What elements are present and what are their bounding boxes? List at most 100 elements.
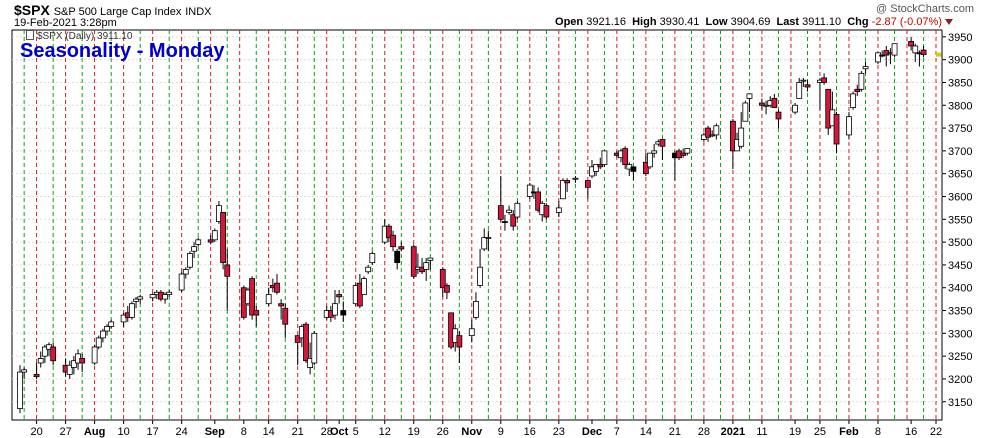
candle-body (195, 239, 202, 245)
x-tick-label: 14 (263, 426, 275, 438)
candle-body (253, 310, 260, 316)
x-tick-label: 19 (408, 426, 420, 438)
candle-body (775, 111, 782, 120)
candle-body (187, 253, 193, 268)
candle-body (526, 184, 533, 197)
candle-body (423, 262, 430, 270)
x-tick-label: Aug (84, 426, 105, 438)
candle-body (659, 139, 666, 147)
y-tick-label: 3650 (948, 169, 972, 181)
candle-body (477, 266, 483, 286)
y-tick-label: 3150 (948, 397, 972, 409)
y-tick-label: 3600 (948, 191, 972, 203)
x-tick-label: 8 (875, 426, 881, 438)
candle-body (336, 294, 343, 298)
x-tick-label: 16 (524, 426, 536, 438)
x-tick-label: 28 (321, 426, 333, 438)
legend-label: $SPX (Daily) 3911.10 (37, 31, 133, 42)
candle-body (908, 41, 915, 47)
candle-body (439, 269, 446, 289)
x-tick-label: Feb (839, 426, 859, 438)
candle-body (211, 230, 218, 241)
candle-body (166, 291, 173, 295)
x-tick-label: 22 (930, 426, 942, 438)
candle-body (584, 180, 591, 188)
candle-body (162, 294, 168, 300)
down-arrow-icon (945, 19, 953, 25)
open-label: Open (555, 16, 584, 28)
plot-area (11, 29, 943, 421)
candle-body (862, 66, 869, 70)
exchange: INDX (185, 6, 212, 18)
candle-body (713, 125, 720, 136)
low-value: 3904.69 (730, 16, 771, 28)
candle-body (572, 177, 579, 180)
candle-body (804, 84, 811, 88)
candle-body (593, 164, 600, 172)
candle-body (879, 54, 886, 57)
candle-body (854, 88, 861, 92)
candle-body (543, 205, 550, 218)
candle-body (79, 358, 86, 364)
x-tick-label: 21 (292, 426, 304, 438)
candle-body (647, 152, 653, 168)
x-tick-label: 12 (379, 426, 391, 438)
candle-body (506, 209, 512, 213)
chart-datetime: 19-Feb-2021 3:28pm (14, 17, 117, 29)
candle-body (912, 45, 919, 54)
y-tick-label: 3400 (948, 283, 972, 295)
x-tick-label: 23 (553, 426, 565, 438)
candle-body (91, 346, 98, 364)
candle-body (630, 166, 637, 172)
high-label: High (632, 16, 657, 28)
x-tick-label: 8 (241, 426, 247, 438)
y-tick-label: 3350 (948, 306, 972, 318)
candle-body (485, 237, 492, 239)
candle-body (920, 49, 927, 56)
candle-body (66, 364, 73, 375)
x-tick-label: Nov (461, 426, 483, 438)
candle-body (149, 294, 156, 299)
candle-body (759, 102, 765, 106)
x-tick-label: 25 (814, 426, 826, 438)
y-tick-label: 3500 (948, 237, 972, 249)
candle-body (390, 234, 396, 248)
x-tick-label: 2021 (721, 426, 745, 438)
candle-body (875, 52, 881, 63)
x-tick-label: 17 (147, 426, 159, 438)
candle-body (278, 303, 285, 307)
candle-body (680, 152, 687, 156)
candle-body (709, 134, 716, 137)
ohlc-readout: Open 3921.16 High 3930.41 Low 3904.69 La… (555, 16, 942, 28)
candle-body (481, 237, 488, 250)
candle-body (742, 102, 749, 122)
candle-body (850, 93, 857, 108)
y-tick-label: 3250 (948, 351, 972, 363)
y-tick-label: 3450 (948, 260, 972, 272)
x-tick-label: 5 (353, 426, 359, 438)
candle-body (738, 127, 745, 147)
candle-body (858, 72, 865, 90)
candle-body (427, 257, 434, 261)
candle-body (104, 326, 110, 332)
candle-body (191, 246, 197, 252)
candle-body (340, 310, 347, 316)
candle-body (50, 346, 57, 362)
candle-body (622, 148, 629, 165)
candle-body (224, 264, 231, 277)
x-tick-label: Dec (582, 426, 602, 438)
candle-body (497, 205, 504, 220)
candle-body (705, 127, 711, 138)
candle-body (282, 307, 289, 325)
x-tick-label: 24 (176, 426, 188, 438)
candle-body (821, 77, 827, 83)
candle-body (560, 180, 566, 200)
x-tick-label: 11 (756, 426, 767, 438)
y-tick-label: 3950 (948, 32, 972, 44)
candle-body (502, 221, 508, 223)
candle-body (601, 150, 608, 165)
candle-body (332, 303, 338, 316)
candle-body (651, 150, 658, 154)
candle-body (178, 273, 185, 291)
candle-body (684, 148, 691, 154)
